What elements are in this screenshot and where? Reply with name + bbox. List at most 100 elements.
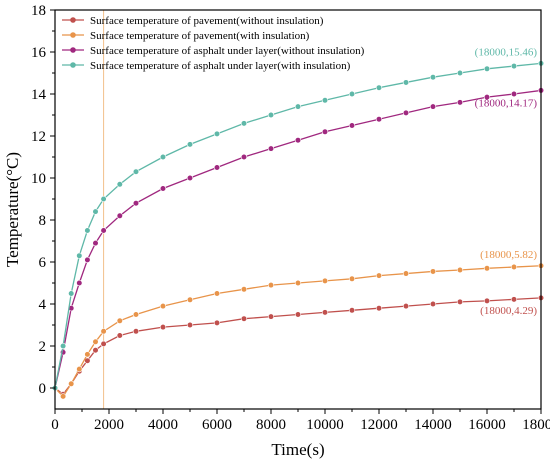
series-1-point xyxy=(483,297,491,304)
series-3-point xyxy=(267,145,275,152)
series-line-4 xyxy=(54,62,542,389)
series-2-point xyxy=(321,277,329,285)
legend-label: Surface temperature of pavement(with ins… xyxy=(90,30,310,42)
legend-entry-3: Surface temperature of asphalt under lay… xyxy=(62,45,365,57)
series-3-point xyxy=(348,122,356,129)
endpoint-annotation-3: (18000,5.82) xyxy=(480,249,537,261)
series-1-point xyxy=(132,328,140,335)
series-2-point xyxy=(59,393,67,400)
series-2-point xyxy=(456,266,464,274)
series-4-point xyxy=(100,195,107,203)
series-2-point xyxy=(186,296,194,303)
series-2-point xyxy=(68,380,75,387)
series-4-point xyxy=(76,252,83,259)
series-4-point xyxy=(186,141,194,148)
series-3-point xyxy=(456,99,464,106)
series-3-point xyxy=(402,109,410,116)
y-tick-label: 4 xyxy=(39,297,47,313)
series-4-point xyxy=(92,208,99,215)
series-3-point xyxy=(132,200,140,207)
x-tick-label: 6000 xyxy=(202,417,232,433)
series-1-point xyxy=(159,324,167,331)
series-3-point xyxy=(92,240,99,247)
series-3-point xyxy=(116,212,123,219)
series-2-point xyxy=(510,263,518,271)
series-1-point xyxy=(402,303,410,310)
series-2-point xyxy=(213,290,221,297)
series-2-point xyxy=(348,275,356,282)
y-tick-label: 16 xyxy=(31,45,47,61)
series-4-point xyxy=(213,130,221,137)
series-2-point xyxy=(76,366,83,373)
series-4-point xyxy=(321,97,329,104)
series-3-point xyxy=(159,185,167,192)
series-1-point xyxy=(267,313,275,320)
series-1-point xyxy=(321,309,329,316)
series-4-point xyxy=(294,103,302,110)
y-tick-label: 6 xyxy=(39,255,47,271)
x-tick-label: 16000 xyxy=(468,417,506,433)
series-4-point xyxy=(84,227,91,234)
series-3-point xyxy=(510,90,518,98)
series-1-point xyxy=(92,347,99,354)
legend-marker xyxy=(70,32,76,38)
series-4-point xyxy=(59,342,67,350)
series-1-point xyxy=(100,340,107,348)
series-2-point xyxy=(116,317,123,324)
x-tick-label: 14000 xyxy=(414,417,452,433)
series-4-point xyxy=(429,74,437,81)
series-4-point xyxy=(267,111,275,119)
series-4-point xyxy=(159,153,167,161)
series-1-point xyxy=(456,298,464,306)
endpoint-annotation-2: (18000,14.17) xyxy=(475,97,538,109)
series-2-point xyxy=(483,265,491,272)
endpoint-annotation-1: (18000,15.46) xyxy=(475,46,538,58)
legend-label: Surface temperature of pavement(without … xyxy=(90,15,324,27)
series-1-point xyxy=(348,307,356,314)
series-3-point xyxy=(100,227,107,234)
series-1-point xyxy=(375,305,383,312)
legend-entry-4: Surface temperature of asphalt under lay… xyxy=(62,60,351,72)
series-3-point xyxy=(240,153,248,161)
series-4-point xyxy=(402,79,410,86)
series-2-point xyxy=(375,272,383,279)
series-3-point xyxy=(213,164,221,171)
series-2-point xyxy=(267,282,275,289)
x-tick-label: 0 xyxy=(51,417,59,433)
y-axis-title: Temperature(°C) xyxy=(3,152,22,267)
series-4-point xyxy=(132,168,140,175)
legend-marker xyxy=(70,17,76,23)
series-4-point xyxy=(483,65,491,72)
series-4-point xyxy=(456,69,464,77)
x-tick-label: 10000 xyxy=(306,417,344,433)
legend-marker xyxy=(70,62,76,68)
series-3-point xyxy=(375,116,383,123)
y-tick-label: 10 xyxy=(31,171,46,187)
series-1-point xyxy=(186,321,194,329)
legend-entry-1: Surface temperature of pavement(without … xyxy=(62,15,324,27)
series-2-point xyxy=(402,270,410,277)
series-3-point xyxy=(429,103,437,110)
series-4-point xyxy=(510,62,518,70)
x-tick-label: 2000 xyxy=(94,417,124,433)
series-line-3 xyxy=(54,89,542,389)
series-3-point xyxy=(321,128,329,135)
series-2-point xyxy=(132,311,140,318)
legend-entry-2: Surface temperature of pavement(with ins… xyxy=(62,30,310,42)
endpoint-annotation-4: (18000,4.29) xyxy=(480,305,537,317)
series-1-point xyxy=(213,319,221,327)
x-tick-label: 4000 xyxy=(148,417,178,433)
series-2-point xyxy=(159,303,167,310)
y-tick-label: 14 xyxy=(31,87,47,103)
y-tick-label: 18 xyxy=(31,3,46,19)
series-4-point xyxy=(375,84,383,91)
legend-marker xyxy=(70,47,76,53)
series-4-point xyxy=(116,181,123,188)
series-3-point xyxy=(294,137,302,144)
series-4-point xyxy=(348,90,356,98)
series-2-point xyxy=(240,286,248,293)
y-tick-label: 12 xyxy=(31,129,46,145)
series-4-point xyxy=(240,120,248,127)
